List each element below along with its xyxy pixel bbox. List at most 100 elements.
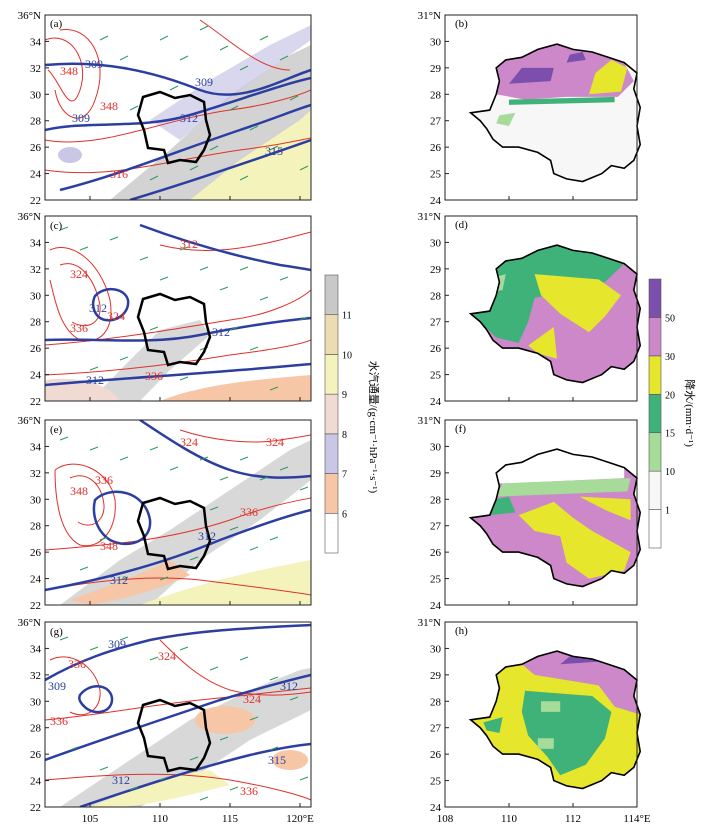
y-tick-label: 27: [430, 317, 442, 329]
y-tick-label: 26: [430, 142, 442, 154]
y-tick-label: 24: [430, 396, 442, 408]
blue-contour: [91, 288, 130, 322]
y-tick-label: 28: [30, 723, 42, 735]
panel-frame: [444, 215, 638, 402]
colorbar-tick-label: 15: [665, 429, 675, 440]
panel-g-field: [45, 623, 311, 807]
blue-contour: [45, 623, 311, 682]
contour-label: 309: [195, 75, 213, 89]
contour-label: 316: [110, 167, 128, 181]
x-tick-label: 105: [82, 813, 99, 825]
y-tick-label: 24: [430, 195, 442, 207]
precip-region: [566, 52, 586, 63]
precip-region: [518, 501, 631, 579]
y-tick-label: 28: [430, 696, 442, 708]
red-contour: [45, 577, 311, 596]
precip-field: [470, 651, 641, 789]
y-tick-label: 32: [30, 670, 41, 682]
y-tick-label: 28: [430, 290, 442, 302]
y-tick-label: 29: [430, 670, 442, 682]
panel-label: (b): [455, 18, 468, 30]
hunan-boundary: [468, 43, 642, 183]
y-tick-label: 36°N: [18, 617, 41, 629]
panel-c-field: [45, 223, 311, 401]
colorbar-tick-label: 10: [342, 350, 352, 361]
contour-label: 309: [85, 57, 103, 71]
colorbar-tick-label: 20: [665, 390, 675, 401]
colorbar-swatch: [324, 314, 339, 355]
y-tick-label: 22: [30, 802, 41, 814]
x-tick-label: 115: [222, 813, 239, 825]
red-contour: [45, 137, 311, 174]
y-tick-label: 31°N: [418, 617, 441, 629]
y-tick-label: 36°N: [18, 415, 41, 427]
contour-label: 324: [243, 692, 261, 706]
colorbar-swatch: [324, 274, 339, 316]
y-tick-label: 31°N: [418, 211, 441, 223]
panel-b: (b) 24 25 26 27 28 29 30 31°N: [418, 10, 642, 207]
precip-region: [589, 59, 628, 95]
y-tick-label: 28: [30, 317, 42, 329]
contour-label: 312: [212, 325, 230, 339]
y-tick-label: 24: [30, 370, 42, 382]
colorbar-tick-label: 1: [665, 506, 670, 517]
blue-contour: [45, 362, 311, 387]
panel-label: (g): [50, 626, 63, 638]
precip-region: [579, 496, 631, 521]
panel-label: (a): [50, 18, 63, 30]
y-tick-label: 26: [30, 343, 42, 355]
blue-contour: [139, 420, 311, 479]
panel-f: (f) 24 25 26 27 28 29 30 31°N: [418, 415, 642, 612]
contour-label: 324: [158, 649, 176, 663]
hunan-boundary: [468, 244, 642, 384]
wind-barbs: [59, 636, 309, 801]
y-tick-label: 25: [430, 370, 442, 382]
contour-label: 324: [70, 267, 88, 281]
vapor-flux-shading: [90, 770, 230, 807]
contour-label: 336: [95, 473, 113, 487]
colorbar-tick-label: 7: [342, 470, 347, 481]
red-contour: [59, 263, 101, 327]
y-tick-label: 31°N: [418, 10, 441, 22]
red-contour: [159, 231, 311, 251]
y-tick-label: 26: [430, 547, 442, 559]
colorbar-tick-label: 8: [342, 430, 347, 441]
hunan-boundary: [468, 448, 642, 588]
blue-contour: [92, 490, 152, 546]
red-contour: [179, 429, 311, 443]
y-tick-label: 31°N: [418, 415, 441, 427]
panel-label: (f): [455, 423, 466, 435]
vapor-flux-shading: [90, 320, 210, 401]
contour-label: 348: [70, 484, 88, 498]
panel-frame: [444, 14, 638, 201]
precip-field: [470, 44, 641, 182]
y-tick-label: 26: [430, 343, 442, 355]
red-contour: [49, 656, 101, 716]
y-tick-label: 24: [30, 169, 42, 181]
colorbar-swatch: [648, 432, 662, 472]
contour-label: 348: [60, 64, 78, 78]
colorbar-swatch: [324, 512, 339, 554]
colorbar-tick-label: 6: [342, 509, 347, 520]
y-tick-label: 28: [30, 521, 42, 533]
y-tick-label: 26: [30, 749, 42, 761]
contour-label: 309: [48, 679, 66, 693]
panel-frame: [44, 14, 312, 201]
y-tick-label: 30: [430, 36, 442, 48]
panel-label: (c): [50, 220, 63, 232]
blue-contour: [45, 316, 311, 342]
contour-label: 324: [107, 309, 125, 323]
panel-frame: [444, 621, 638, 808]
y-tick-label: 29: [430, 63, 442, 75]
red-contour: [159, 639, 311, 696]
contour-label: 312: [180, 237, 198, 251]
contour-label: 324: [180, 435, 198, 449]
colorbar-swatch: [648, 470, 662, 510]
wind-barbs: [59, 436, 309, 581]
blue-contour: [45, 673, 311, 762]
vapor-flux-shading: [150, 25, 311, 140]
contour-label: 348: [100, 99, 118, 113]
x-tick-label: 112: [565, 813, 581, 825]
hunan-boundary: [136, 90, 212, 165]
red-contour: [199, 19, 291, 71]
